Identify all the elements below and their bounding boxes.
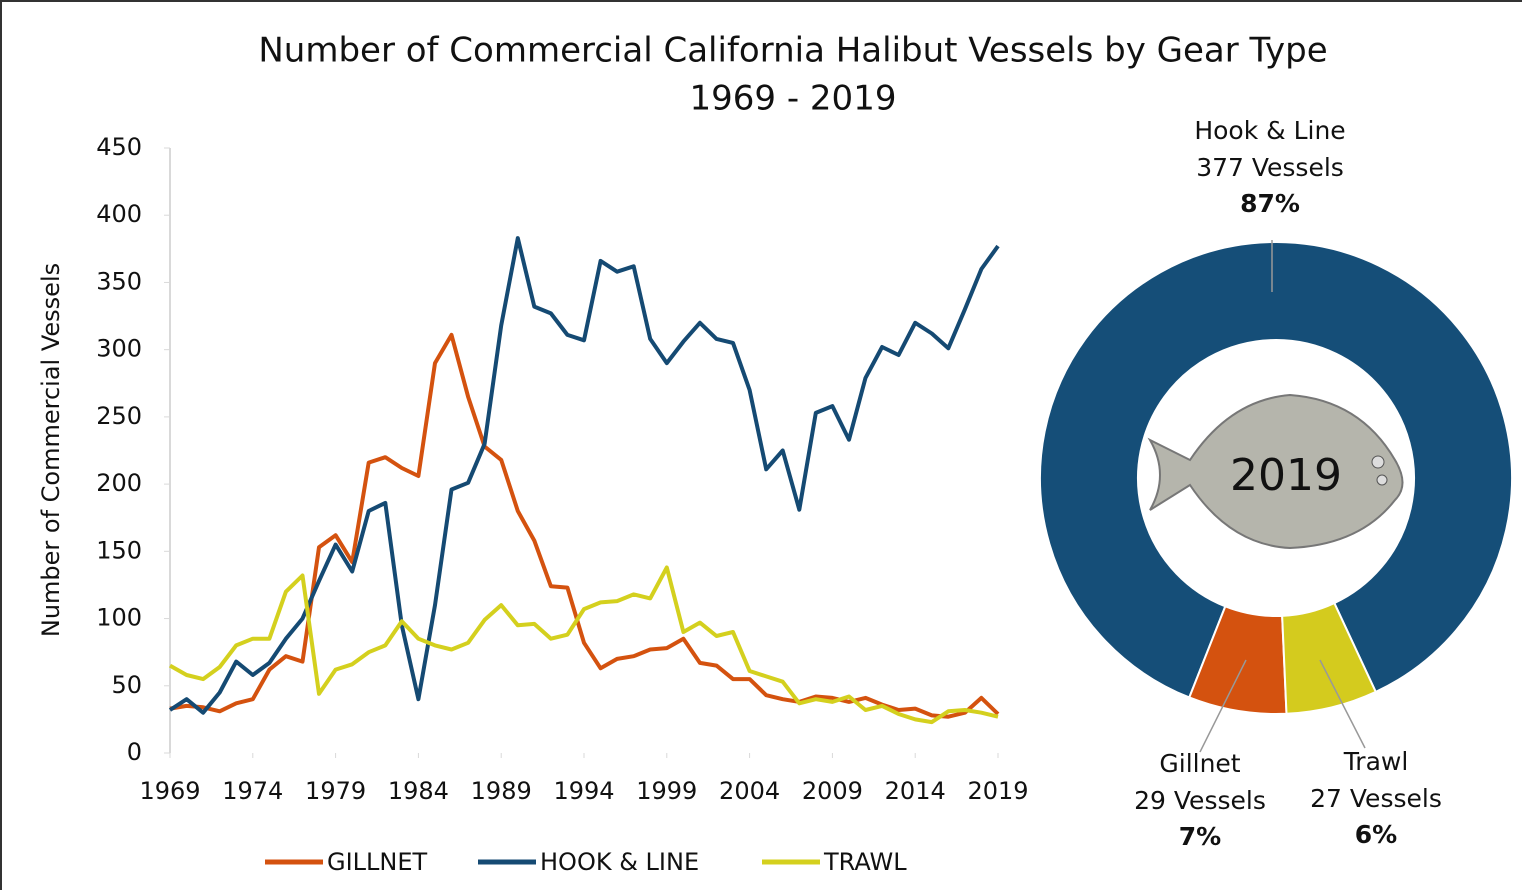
slice-percent-label: 6%: [1355, 820, 1397, 849]
slice-label: Gillnet: [1159, 749, 1240, 778]
center-label: 2019: [1230, 450, 1342, 501]
y-tick-label: 100: [96, 604, 142, 632]
x-tick-label: 1994: [553, 777, 614, 805]
y-tick-label: 200: [96, 469, 142, 497]
slice-value-label: 29 Vessels: [1134, 786, 1266, 815]
x-tick-label: 2009: [802, 777, 863, 805]
chart-subtitle: 1969 - 2019: [690, 79, 897, 119]
y-tick-label: 400: [96, 200, 142, 228]
slice-percent-label: 87%: [1240, 189, 1300, 218]
x-tick-label: 1979: [305, 777, 366, 805]
y-tick-label: 150: [96, 536, 142, 564]
x-tick-label: 2014: [885, 777, 946, 805]
legend-label: HOOK & LINE: [540, 848, 699, 876]
y-axis-label: Number of Commercial Vessels: [37, 263, 65, 637]
x-tick-label: 2019: [967, 777, 1028, 805]
line-series: [170, 335, 998, 717]
x-tick-label: 1984: [388, 777, 449, 805]
chart-title: Number of Commercial California Halibut …: [258, 31, 1327, 71]
slice-value-label: 27 Vessels: [1310, 784, 1442, 813]
slice-percent-label: 7%: [1179, 822, 1221, 851]
x-tick-label: 1999: [636, 777, 697, 805]
x-tick-label: 1969: [139, 777, 200, 805]
x-tick-label: 2004: [719, 777, 780, 805]
slice-label: Hook & Line: [1194, 116, 1345, 145]
x-tick-label: 1974: [222, 777, 283, 805]
slice-value-label: 377 Vessels: [1196, 153, 1344, 182]
slice-label: Trawl: [1343, 747, 1409, 776]
y-tick-label: 0: [127, 738, 142, 766]
x-tick-label: 1989: [471, 777, 532, 805]
y-tick-label: 350: [96, 267, 142, 295]
chart: Number of Commercial California Halibut …: [0, 0, 1522, 890]
y-tick-label: 250: [96, 402, 142, 430]
y-tick-label: 450: [96, 133, 142, 161]
legend-label: TRAWL: [823, 848, 907, 876]
y-tick-label: 50: [111, 671, 142, 699]
y-tick-label: 300: [96, 335, 142, 363]
legend-label: GILLNET: [327, 848, 428, 876]
